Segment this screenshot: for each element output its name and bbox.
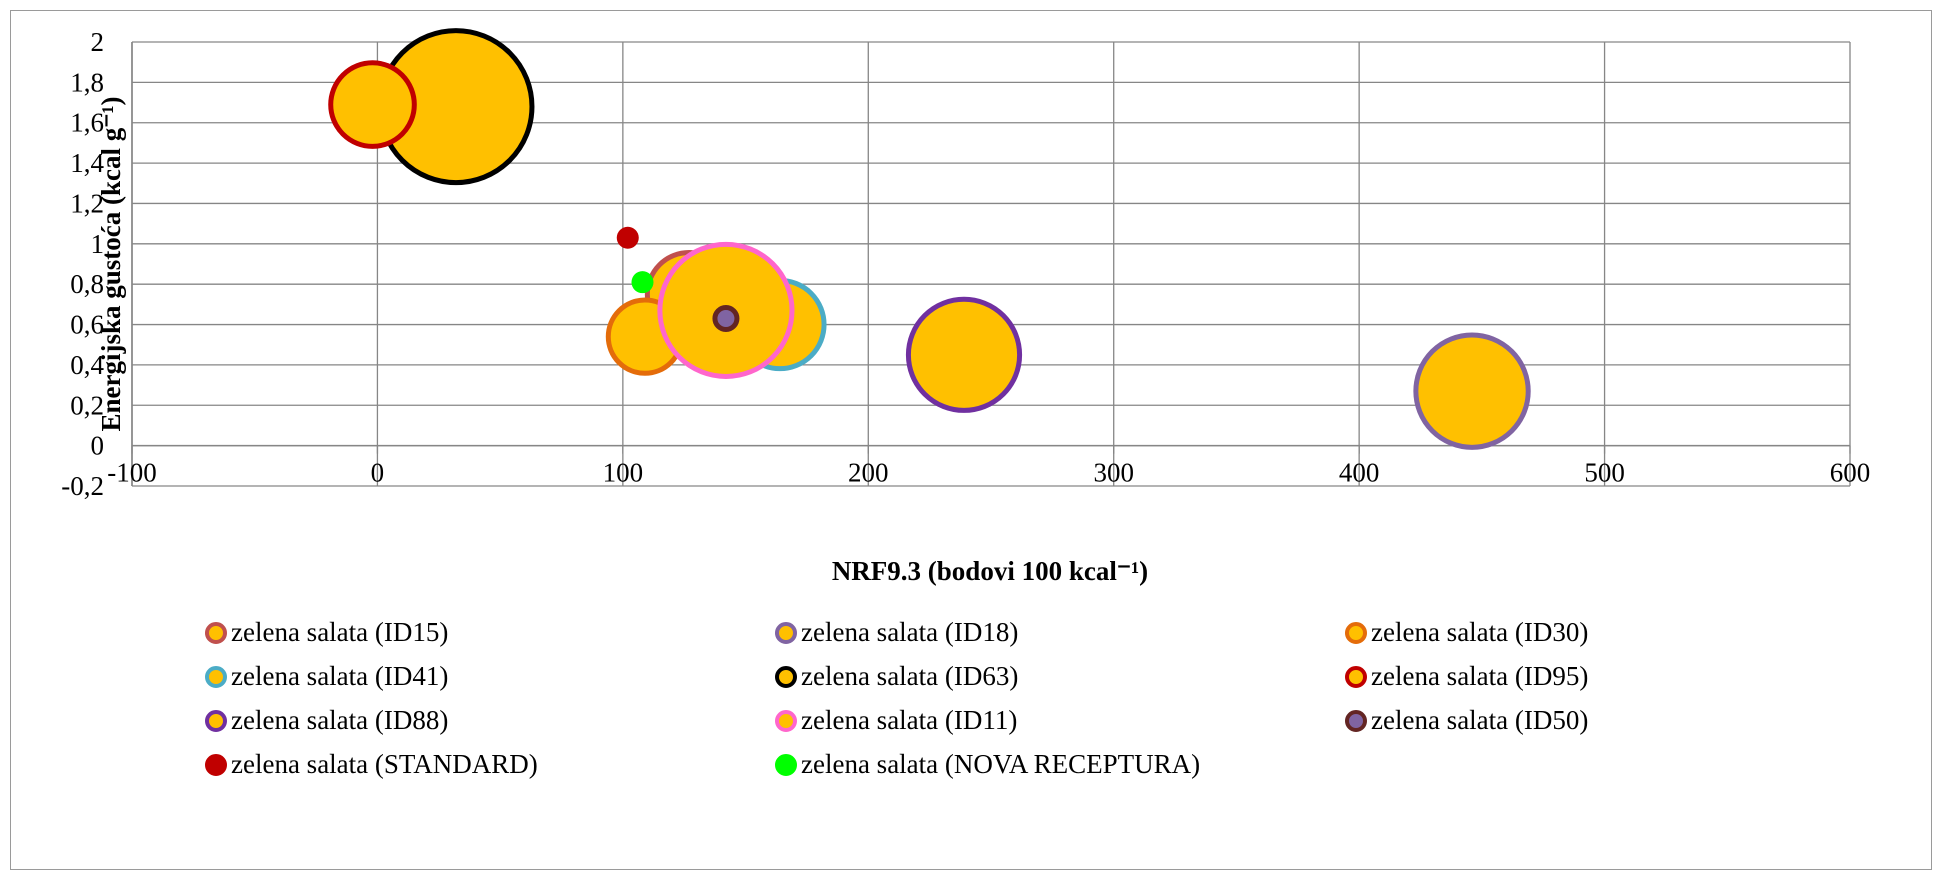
x-tick-label: 500 [1584, 458, 1625, 488]
tick-labels: -100 0 100 200 300 400 500 600-0,200,20,40,60,8… [61, 27, 1870, 501]
bubble-zelena-salata-id95 [328, 60, 417, 149]
legend-marker [205, 665, 227, 688]
legend-label: zelena salata (ID41) [231, 661, 449, 691]
legend-marker [1345, 665, 1367, 688]
y-axis-title: Energijska gustoća (kcal g⁻¹) [96, 96, 126, 431]
legend-marker [205, 621, 227, 644]
y-tick-label: 0,8 [70, 269, 104, 299]
legend-item: zelena salata (NOVA RECEPTURA) [775, 749, 1200, 780]
y-tick-label: 0,6 [70, 310, 104, 340]
legend-item: zelena salata (ID63) [775, 661, 1018, 692]
x-tick-label: 0 [371, 458, 385, 488]
legend-label: zelena salata (ID11) [801, 705, 1018, 735]
legend-label: zelena salata (ID50) [1371, 705, 1589, 735]
legend-marker [775, 709, 797, 732]
legend-marker [1345, 709, 1367, 732]
legend-marker [1345, 621, 1367, 644]
legend-marker [775, 665, 797, 688]
legend-item: zelena salata (ID18) [775, 617, 1018, 648]
legend-label: zelena salata (ID63) [801, 661, 1019, 691]
legend-item: zelena salata (ID50) [1345, 705, 1588, 736]
legend-label: zelena salata (ID30) [1371, 617, 1589, 647]
bubble-zelena-salata-id18 [1413, 332, 1531, 450]
x-tick-label: -100 [107, 458, 157, 488]
y-tick-label: 1 [91, 229, 105, 259]
legend-item: zelena salata (ID30) [1345, 617, 1588, 648]
bubbles [328, 28, 1531, 450]
legend-item: zelena salata (ID95) [1345, 661, 1588, 692]
axes [131, 42, 1851, 486]
legend-label: zelena salata (ID88) [231, 705, 449, 735]
legend-item: zelena salata (ID41) [205, 661, 448, 692]
y-tick-label: 1,2 [70, 188, 104, 218]
legend-label: zelena salata (ID18) [801, 617, 1019, 647]
y-tick-label: 1,8 [70, 67, 104, 97]
bubble-zelena-salata-standard [616, 226, 639, 249]
y-tick-label: 0,4 [70, 350, 104, 380]
chart-frame [10, 10, 1932, 870]
legend-item: zelena salata (STANDARD) [205, 749, 538, 780]
x-tick-label: 300 [1093, 458, 1134, 488]
legend-item: zelena salata (ID88) [205, 705, 448, 736]
legend-marker [205, 709, 227, 732]
y-tick-label: 0 [91, 431, 105, 461]
legend-marker [775, 621, 797, 644]
legend-label: zelena salata (ID95) [1371, 661, 1589, 691]
x-tick-label: 600 [1830, 458, 1871, 488]
x-axis-title: NRF9.3 (bodovi 100 kcal⁻¹) [832, 556, 1148, 586]
legend-marker [775, 753, 797, 776]
legend-marker [205, 753, 227, 776]
bubble-zelena-salata-nova-receptura [631, 271, 654, 294]
y-tick-label: -0,2 [61, 471, 104, 501]
x-tick-label: 200 [848, 458, 889, 488]
legend-item: zelena salata (ID11) [775, 705, 1017, 736]
legend-item: zelena salata (ID15) [205, 617, 448, 648]
bubble-zelena-salata-id88 [905, 296, 1023, 413]
y-tick-label: 2 [91, 27, 105, 57]
bubble-zelena-salata-id50 [712, 304, 740, 332]
y-tick-label: 1,4 [70, 148, 104, 178]
x-tick-label: 100 [603, 458, 644, 488]
y-tick-label: 0,2 [70, 390, 104, 420]
legend-label: zelena salata (NOVA RECEPTURA) [801, 749, 1201, 779]
legend-label: zelena salata (STANDARD) [231, 749, 538, 779]
legend-label: zelena salata (ID15) [231, 617, 449, 647]
x-tick-label: 400 [1339, 458, 1380, 488]
y-tick-label: 1,6 [70, 108, 104, 138]
